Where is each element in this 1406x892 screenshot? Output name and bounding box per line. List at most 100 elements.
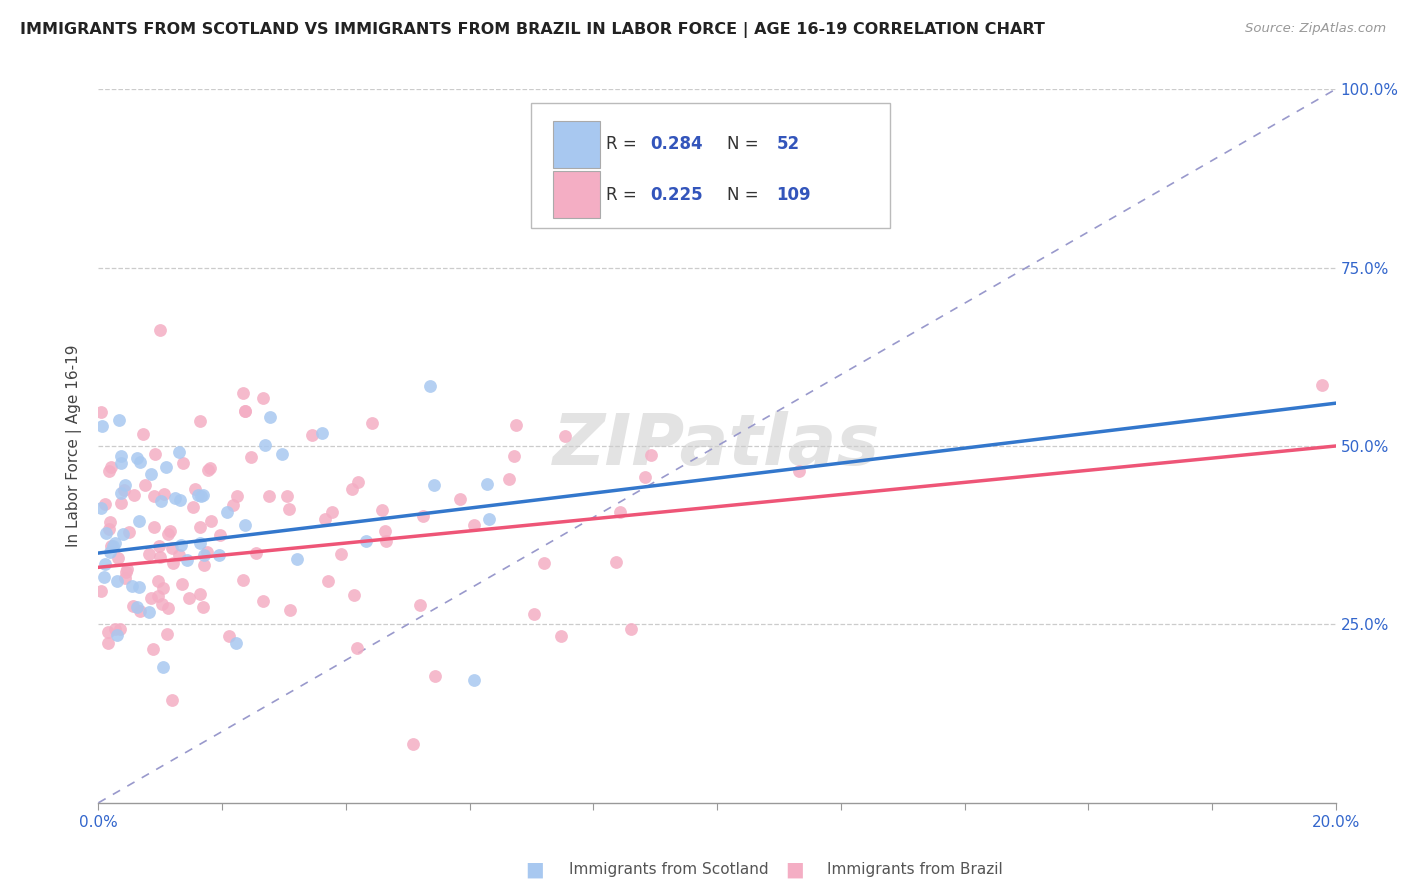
Point [222, 498, 245, 512]
Point [128, 580, 150, 594]
Point [177, 591, 200, 606]
Point [90, 405, 112, 419]
Point [104, 622, 127, 636]
Point [160, 541, 183, 555]
Point [188, 414, 211, 428]
Point [129, 604, 152, 618]
Point [311, 425, 333, 440]
Point [94, 497, 117, 511]
Text: 0.225: 0.225 [650, 186, 703, 203]
Point [172, 577, 194, 591]
Point [321, 505, 343, 519]
Point [218, 629, 240, 643]
Point [152, 487, 174, 501]
Point [226, 489, 249, 503]
Point [449, 491, 471, 506]
Point [97, 624, 120, 639]
Point [107, 550, 129, 565]
Point [105, 628, 128, 642]
FancyBboxPatch shape [553, 121, 599, 168]
Point [477, 511, 499, 525]
Point [108, 413, 131, 427]
Point [253, 438, 276, 452]
Point [314, 512, 336, 526]
Point [90, 501, 112, 516]
Point [160, 693, 183, 707]
Point [188, 520, 211, 534]
Point [402, 737, 425, 751]
FancyBboxPatch shape [531, 103, 890, 228]
Point [316, 574, 339, 589]
Point [132, 427, 155, 442]
Point [139, 467, 162, 481]
Point [114, 478, 136, 492]
Text: ▪: ▪ [785, 855, 804, 884]
Point [152, 581, 174, 595]
Point [110, 485, 132, 500]
Point [285, 552, 308, 566]
Point [110, 495, 132, 509]
Point [375, 533, 398, 548]
Text: R =: R = [606, 136, 641, 153]
Point [371, 503, 394, 517]
Point [498, 472, 520, 486]
Point [90, 584, 112, 599]
Y-axis label: In Labor Force | Age 16-19: In Labor Force | Age 16-19 [66, 344, 83, 548]
Point [252, 594, 274, 608]
Point [94, 557, 117, 571]
Point [124, 488, 146, 502]
Point [252, 391, 274, 405]
Point [162, 557, 184, 571]
Point [422, 477, 444, 491]
Point [146, 589, 169, 603]
Point [169, 492, 191, 507]
Point [330, 547, 353, 561]
Point [98, 516, 121, 530]
Text: Source: ZipAtlas.com: Source: ZipAtlas.com [1246, 22, 1386, 36]
Point [188, 535, 211, 549]
Point [232, 573, 254, 587]
Point [142, 520, 165, 534]
Text: 52: 52 [776, 136, 800, 153]
Point [125, 599, 148, 614]
Point [167, 444, 190, 458]
Point [150, 494, 173, 508]
Point [347, 475, 370, 489]
Point [187, 488, 209, 502]
Point [342, 482, 364, 496]
Point [128, 514, 150, 528]
Point [169, 549, 191, 563]
Point [198, 461, 221, 475]
Point [233, 404, 256, 418]
Point [97, 636, 120, 650]
Point [112, 527, 135, 541]
Point [141, 591, 163, 606]
Point [463, 518, 485, 533]
Point [156, 626, 179, 640]
Point [408, 598, 430, 612]
Point [188, 587, 211, 601]
Point [550, 629, 572, 643]
Point [412, 508, 434, 523]
Point [183, 500, 205, 514]
Point [423, 669, 446, 683]
Point [134, 478, 156, 492]
Text: N =: N = [727, 186, 763, 203]
Point [209, 527, 232, 541]
Point [138, 547, 160, 561]
Point [156, 526, 179, 541]
Point [276, 489, 298, 503]
Point [176, 553, 198, 567]
Point [620, 622, 643, 636]
Point [121, 599, 143, 613]
Point [554, 429, 576, 443]
Point [215, 505, 238, 519]
Point [110, 449, 132, 463]
Point [193, 599, 215, 614]
Point [195, 545, 218, 559]
Point [155, 459, 177, 474]
Point [609, 505, 631, 519]
Point [146, 574, 169, 588]
Point [361, 416, 384, 430]
Point [640, 449, 662, 463]
